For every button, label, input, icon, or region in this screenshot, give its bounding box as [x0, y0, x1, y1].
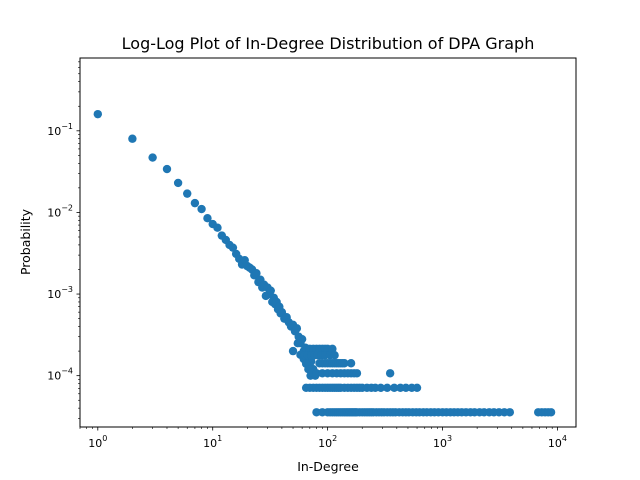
points-layer	[93, 109, 556, 417]
data-point	[93, 109, 103, 119]
data-point	[376, 383, 385, 393]
data-point	[293, 338, 302, 348]
y-axis: 10−4 10−3 10−2 10−1	[47, 61, 80, 419]
data-point	[266, 286, 275, 295]
data-point	[330, 351, 339, 360]
data-point	[328, 344, 337, 354]
data-point	[412, 383, 422, 393]
y-tick-label: 10−2	[47, 203, 73, 219]
data-point	[252, 269, 261, 278]
x-axis: 100 101 102 103 104	[79, 427, 567, 450]
data-point	[228, 243, 238, 252]
data-point	[546, 408, 556, 417]
x-tick-label: 102	[318, 434, 337, 450]
data-point	[190, 198, 200, 208]
x-tick-label: 104	[548, 434, 567, 450]
y-tick-label: 10−3	[47, 285, 73, 301]
x-tick-label: 100	[88, 434, 107, 450]
data-point	[346, 359, 356, 368]
data-point	[312, 369, 321, 378]
data-point	[312, 408, 321, 417]
chart-title: Log-Log Plot of In-Degree Distribution o…	[122, 34, 535, 53]
data-point	[197, 204, 206, 214]
data-point	[203, 213, 212, 223]
data-point	[340, 359, 349, 368]
data-point	[390, 383, 399, 393]
y-axis-label: Probability	[18, 208, 33, 275]
data-point	[385, 369, 395, 378]
data-point	[148, 153, 157, 162]
y-tick-label: 10−1	[47, 122, 73, 138]
x-tick-label: 103	[433, 434, 452, 450]
data-point	[173, 178, 183, 188]
data-point	[128, 134, 137, 143]
data-point	[352, 369, 362, 378]
data-point	[288, 346, 298, 356]
data-point	[162, 164, 172, 174]
data-point	[213, 223, 222, 232]
data-point	[383, 383, 392, 393]
x-axis-label: In-Degree	[297, 459, 359, 474]
data-point	[505, 408, 515, 417]
data-point	[401, 383, 411, 393]
data-point	[183, 189, 192, 198]
x-tick-label: 101	[203, 434, 222, 450]
y-tick-label: 10−4	[47, 367, 73, 383]
data-point	[292, 324, 302, 333]
